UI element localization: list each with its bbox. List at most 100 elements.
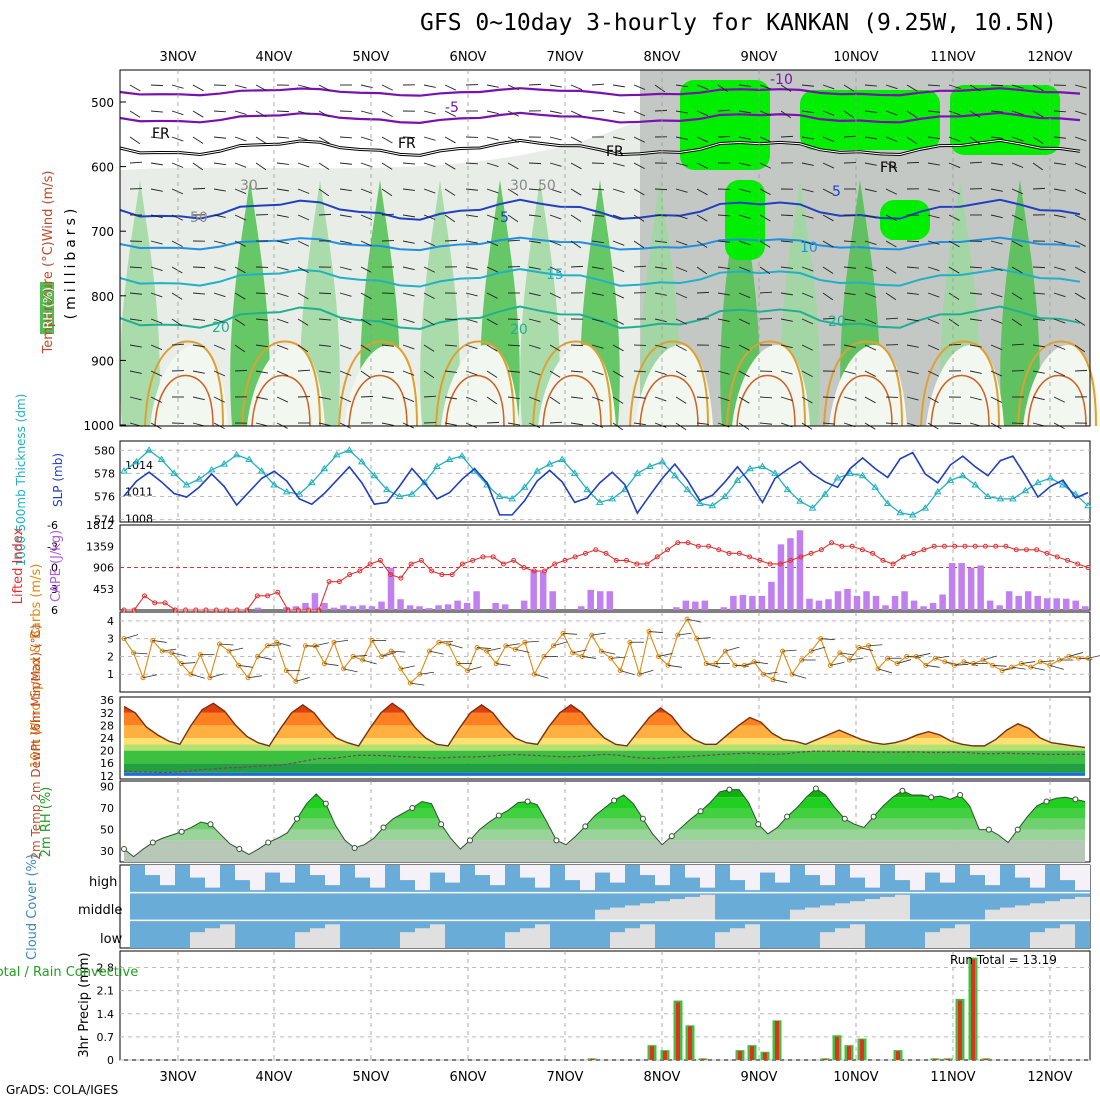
wind-point	[140, 675, 146, 681]
thickness-point	[207, 465, 216, 473]
cape-bar	[1062, 598, 1070, 610]
wind-barb	[633, 370, 647, 373]
wind-barb	[1032, 344, 1045, 348]
wind-barb	[738, 292, 751, 299]
wind-barb	[948, 110, 961, 116]
wind-barb	[696, 422, 709, 425]
li-tick: -6	[47, 519, 58, 532]
wind-barb	[864, 240, 877, 245]
wind-barb-10m	[572, 649, 587, 654]
isotherm-30	[833, 374, 893, 427]
rh-point	[207, 821, 214, 828]
cape-bar	[986, 600, 994, 610]
wind-barb-10m	[391, 650, 406, 653]
wind-barb	[339, 240, 352, 244]
wind-point	[913, 653, 919, 659]
wind-barb	[1032, 266, 1046, 269]
wind-barb	[843, 292, 856, 296]
rh-point	[1072, 796, 1079, 803]
pressure-tick: 900	[91, 354, 114, 368]
wind-barb	[1074, 136, 1087, 142]
li-point	[408, 561, 414, 567]
wind-barb-10m	[238, 664, 253, 668]
wind-barb	[612, 266, 625, 273]
thickness-point	[958, 471, 967, 479]
cloud-low	[850, 924, 865, 948]
wind-barb	[738, 214, 751, 219]
cape-bar	[720, 607, 728, 610]
wind-barb	[255, 422, 268, 427]
contour-label: FR	[152, 126, 170, 142]
precip-bar-convective	[775, 1021, 779, 1060]
cape-bar	[796, 530, 804, 610]
wind-barb	[339, 344, 352, 350]
li-point	[1013, 547, 1019, 553]
wind-barb	[528, 370, 541, 376]
wind-barb	[801, 344, 813, 351]
wind-barb	[969, 292, 982, 295]
cape-bar	[425, 608, 433, 610]
wind-barb	[339, 214, 352, 218]
wind-barb	[759, 110, 772, 116]
temp-tick: 28	[100, 719, 114, 732]
li-point	[459, 561, 465, 567]
wind-barb	[318, 370, 331, 374]
contour-label: FR	[880, 160, 898, 176]
date-label-top: 3NOV	[160, 50, 197, 65]
wind-barb	[486, 214, 499, 220]
wind-tick: 2	[107, 650, 114, 663]
wind-barb-10m	[534, 673, 549, 679]
wind-barb	[633, 422, 646, 426]
wind-barb	[717, 344, 730, 349]
thickness-point	[357, 457, 366, 465]
wind-barb	[633, 162, 645, 170]
wind-barb	[654, 84, 666, 93]
wind-barb	[192, 370, 205, 374]
credit-label: GrADS: COLA/IGES	[6, 1083, 119, 1097]
precip-bar-convective	[971, 959, 975, 1060]
cape-bar	[996, 605, 1003, 610]
wind-barb	[276, 396, 289, 403]
rh-band	[124, 818, 1085, 830]
precip-bar-convective	[701, 1058, 705, 1060]
wind-barb	[906, 318, 919, 322]
li-point	[798, 554, 804, 560]
cloud-middle	[640, 903, 655, 921]
wind-barb	[612, 396, 624, 404]
wind-point	[226, 648, 232, 654]
wind-point	[894, 661, 900, 667]
wind-barb	[801, 292, 814, 298]
wind-barb	[717, 109, 731, 112]
wind-barb	[759, 291, 773, 294]
wind-barb	[255, 162, 267, 171]
isotherm-25	[1017, 340, 1097, 427]
slp-tick: 1008	[125, 512, 153, 525]
wind-barb	[948, 240, 960, 248]
wind-barb	[885, 422, 899, 425]
cape-bar	[730, 595, 737, 610]
wind-barb	[822, 292, 834, 301]
boundary-layer	[1023, 345, 1100, 426]
wind-barb	[612, 162, 625, 167]
thickness-point	[858, 471, 867, 479]
wind-barb	[339, 136, 353, 139]
cloud-middle	[1030, 903, 1045, 921]
cloud-middle	[1000, 907, 1015, 921]
wind-barb-10m	[935, 655, 950, 659]
cape-tick: 1359	[86, 540, 114, 553]
cloud-middle	[895, 894, 910, 921]
cloud-low	[640, 924, 655, 948]
wind-barb	[654, 188, 668, 191]
wind-barb	[150, 396, 162, 403]
wind-point	[942, 659, 948, 665]
panel-frame-temp	[119, 696, 1091, 780]
wind-barb	[990, 240, 1003, 245]
wind-barb	[486, 240, 499, 247]
wind-barb	[1032, 162, 1044, 171]
wind-barb	[423, 395, 437, 398]
li-point	[224, 607, 230, 613]
rh-band	[124, 840, 1085, 862]
cloud-high	[775, 865, 790, 883]
wind-barb	[360, 162, 373, 168]
wind-barb	[822, 422, 835, 425]
